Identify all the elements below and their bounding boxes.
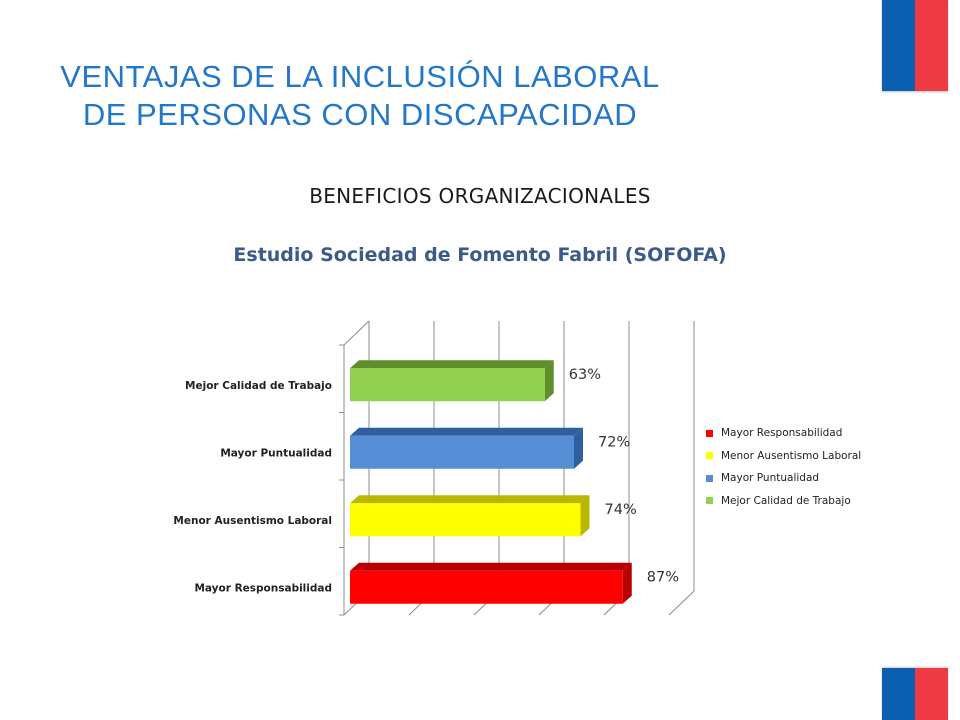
- bar-group: [350, 562, 632, 604]
- flag-red-stripe: [915, 668, 948, 720]
- category-label: Menor Ausentismo Laboral: [173, 515, 332, 527]
- data-label: 63%: [569, 367, 601, 383]
- bar-side-face: [622, 562, 632, 604]
- legend-label: Mayor Puntualidad: [721, 472, 820, 485]
- legend-label: Mayor Responsabilidad: [721, 427, 843, 440]
- legend-swatch: [706, 497, 713, 505]
- chart-title: Estudio Sociedad de Fomento Fabril (SOFO…: [233, 244, 727, 266]
- legend-label: Mejor Calidad de Trabajo: [721, 494, 851, 507]
- flag-blue-stripe: [882, 668, 915, 720]
- flag-blue-stripe: [882, 0, 915, 91]
- bar-top-face: [350, 427, 583, 436]
- legend-item: Mayor Puntualidad: [706, 467, 861, 490]
- category-label: Mejor Calidad de Trabajo: [185, 380, 332, 392]
- bar: [350, 503, 581, 537]
- page-title-line-2: DE PERSONAS CON DISCAPACIDAD: [82, 97, 638, 132]
- bar-top-face: [350, 360, 554, 369]
- legend-swatch: [706, 429, 713, 437]
- floor-gridline: [668, 590, 695, 616]
- legend-swatch: [706, 452, 713, 460]
- bar-top-face: [350, 495, 590, 504]
- category-label: Mayor Puntualidad: [220, 447, 332, 459]
- bar: [350, 435, 574, 469]
- data-label: 74%: [605, 502, 637, 518]
- bar-side-face: [580, 495, 590, 537]
- legend-item: Mayor Responsabilidad: [706, 422, 861, 445]
- legend-label: Menor Ausentismo Laboral: [721, 449, 862, 462]
- flag-decoration-top: [882, 0, 948, 91]
- section-subtitle: BENEFICIOS ORGANIZACIONALES: [309, 184, 651, 208]
- data-label: 72%: [598, 434, 630, 450]
- bar-side-face: [544, 360, 554, 402]
- data-label: 87%: [647, 569, 679, 585]
- flag-decoration-bottom: [882, 668, 948, 720]
- legend-item: Mejor Calidad de Trabajo: [706, 490, 861, 513]
- page-title: VENTAJAS DE LA INCLUSIÓN LABORAL DE PERS…: [30, 58, 690, 134]
- bar: [350, 570, 623, 604]
- bar: [350, 368, 545, 402]
- bar-group: [350, 495, 590, 537]
- bar-group: [350, 360, 554, 402]
- page-title-line-1: VENTAJAS DE LA INCLUSIÓN LABORAL: [60, 59, 660, 94]
- bar-top-face: [350, 562, 632, 571]
- bar-group: [350, 427, 583, 469]
- category-label: Mayor Responsabilidad: [194, 582, 332, 594]
- bar-side-face: [574, 427, 583, 469]
- chart-legend: Mayor Responsabilidad Menor Ausentismo La…: [706, 422, 861, 512]
- legend-item: Menor Ausentismo Laboral: [706, 445, 861, 468]
- flag-red-stripe: [915, 0, 948, 91]
- wall-edge: [343, 320, 370, 346]
- legend-swatch: [706, 474, 713, 482]
